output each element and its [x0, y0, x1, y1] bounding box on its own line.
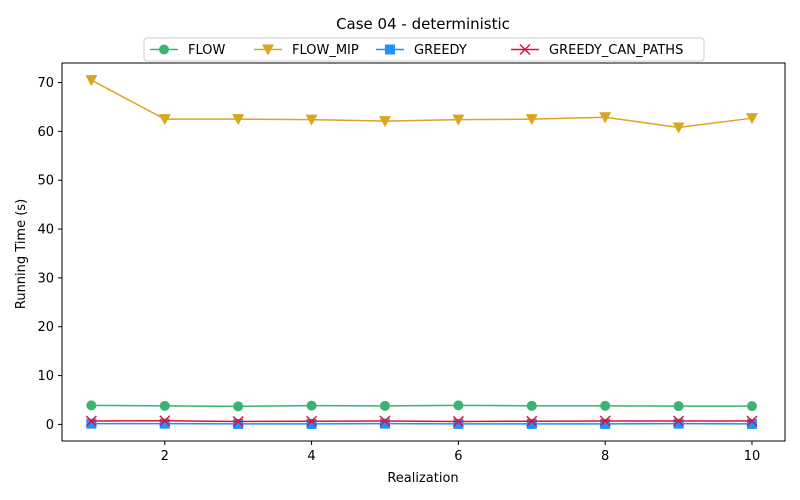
- legend-item-flow: FLOW: [150, 43, 225, 58]
- y-tick-label: 0: [46, 418, 54, 433]
- data-point-greedy-can-paths: [746, 415, 758, 427]
- legend-label: GREEDY: [414, 43, 467, 58]
- data-point-flow: [379, 400, 390, 411]
- legend-frame: [143, 37, 705, 62]
- data-point-flow: [233, 401, 244, 412]
- data-point-flow-mip: [672, 122, 685, 134]
- legend-label: FLOW_MIP: [292, 43, 359, 58]
- x-tick-label: 6: [454, 449, 462, 464]
- legend-item-flow-mip: FLOW_MIP: [254, 43, 359, 58]
- data-point-greedy-can-paths: [379, 415, 391, 427]
- data-point-greedy-can-paths: [159, 415, 171, 427]
- series-flow: [86, 400, 757, 412]
- legend: FLOW FLOW_MIP GREEDY GREEDY_CAN_PATHS: [143, 37, 705, 62]
- data-point-greedy: [379, 418, 390, 429]
- data-point-flow: [306, 400, 317, 411]
- series-line-flow: [91, 404, 752, 408]
- x-tick-label: 8: [601, 449, 609, 464]
- chart-title: Case 04 - deterministic: [336, 15, 510, 33]
- legend-label: FLOW: [188, 43, 225, 58]
- plot-area: [85, 75, 758, 429]
- data-point-flow-mip: [232, 114, 245, 126]
- data-point-greedy: [306, 418, 317, 429]
- data-point-greedy-can-paths: [526, 415, 538, 427]
- data-point-flow-mip: [158, 114, 171, 126]
- data-point-flow: [600, 400, 611, 411]
- axes: 2 4 6 8 10 0 10 20 30 40 50 60 70: [37, 62, 786, 464]
- x-axis-title: Realization: [387, 471, 458, 486]
- data-point-flow-mip: [378, 116, 391, 128]
- data-point-greedy: [453, 418, 464, 429]
- legend-item-greedy-can-paths: GREEDY_CAN_PATHS: [511, 43, 683, 58]
- data-point-flow-mip: [85, 75, 98, 87]
- y-tick-label: 40: [37, 223, 54, 238]
- y-tick-label: 50: [37, 174, 54, 189]
- data-point-greedy: [526, 418, 537, 429]
- data-point-flow: [159, 400, 170, 411]
- data-point-greedy-can-paths: [306, 415, 318, 427]
- legend-label: GREEDY_CAN_PATHS: [549, 43, 683, 58]
- legend-marker: [519, 43, 531, 56]
- data-point-flow-mip: [745, 113, 758, 125]
- x-tick-label: 4: [307, 449, 315, 464]
- series-line-greedy-can-paths: [91, 419, 752, 423]
- y-tick-label: 20: [37, 320, 54, 335]
- y-tick-label: 10: [37, 369, 54, 384]
- data-point-greedy: [159, 418, 170, 429]
- y-tick-label: 60: [37, 125, 54, 140]
- series-greedy: [86, 418, 757, 429]
- data-point-greedy-can-paths: [232, 415, 244, 427]
- data-point-flow-mip: [305, 114, 318, 126]
- y-axis-title: Running Time (s): [14, 199, 29, 309]
- y-tick-label: 70: [37, 76, 54, 91]
- data-point-greedy-can-paths: [673, 415, 685, 427]
- data-point-greedy: [673, 418, 684, 429]
- series-greedy-can-paths: [85, 415, 758, 427]
- series-flow-mip: [85, 75, 758, 134]
- data-point-greedy: [86, 418, 97, 429]
- data-point-greedy-can-paths: [452, 415, 464, 427]
- data-point-flow-mip: [599, 112, 612, 124]
- data-point-flow: [453, 400, 464, 411]
- data-point-flow: [673, 401, 684, 412]
- legend-marker: [159, 44, 169, 55]
- legend-marker: [385, 44, 395, 55]
- data-point-flow-mip: [452, 114, 465, 126]
- x-tick-label: 10: [744, 449, 761, 464]
- y-tick-label: 30: [37, 271, 54, 286]
- plot-frame: [61, 62, 786, 442]
- legend-item-greedy: GREEDY: [376, 43, 467, 58]
- data-point-greedy: [746, 418, 757, 429]
- data-point-greedy-can-paths: [599, 415, 611, 427]
- data-point-flow: [86, 400, 97, 411]
- data-point-greedy: [600, 418, 611, 429]
- x-tick-label: 2: [161, 449, 169, 464]
- data-point-greedy: [233, 418, 244, 429]
- data-point-flow: [526, 400, 537, 411]
- legend-marker: [262, 44, 274, 56]
- series-line-flow-mip: [91, 79, 753, 129]
- data-point-flow: [746, 401, 757, 412]
- data-point-greedy-can-paths: [85, 415, 97, 427]
- data-point-flow-mip: [525, 114, 538, 126]
